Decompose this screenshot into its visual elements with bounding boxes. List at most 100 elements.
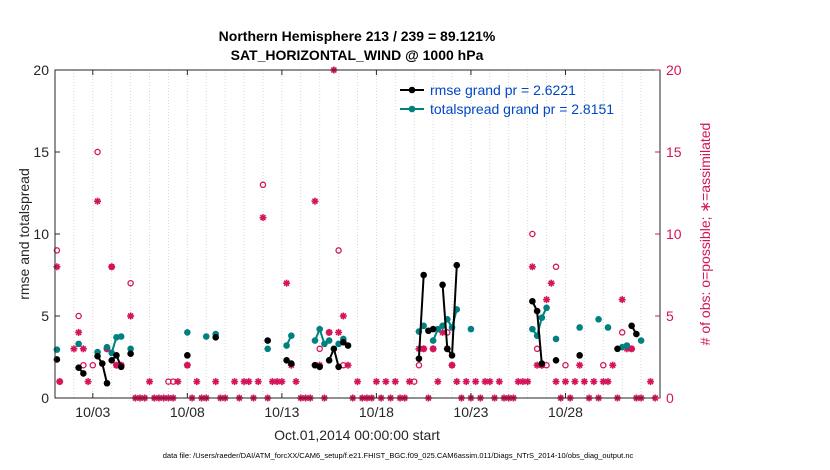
totalspread-point: [623, 342, 631, 349]
y-tick-label: 5: [41, 308, 49, 324]
totalspread-point: [439, 322, 446, 330]
asterisk-stroke: [628, 345, 635, 352]
asterisk-stroke: [524, 378, 531, 385]
asterisk-stroke: [269, 378, 276, 385]
rmse-line-segment: [441, 265, 458, 359]
asterisk-stroke: [231, 378, 238, 385]
asterisk-stroke: [354, 378, 361, 385]
obs-assimilated-marker: [618, 296, 626, 304]
obs-possible-marker: [562, 361, 569, 369]
asterisk-stroke: [590, 378, 597, 385]
obs-assimilated-marker: [335, 328, 343, 336]
rmse-point: [415, 355, 423, 362]
asterisk-stroke: [382, 378, 389, 385]
rmse-point: [103, 379, 111, 387]
totalspread-point: [288, 332, 295, 339]
totalspread-point: [637, 337, 645, 344]
rmse-point: [538, 360, 546, 367]
asterisk-stroke: [56, 378, 63, 385]
obs-assimilated-marker: [245, 378, 253, 386]
obs-assimilated-marker: [571, 378, 579, 386]
obs-assimilated-marker: [354, 378, 361, 386]
rmse-point: [316, 363, 323, 371]
obs-assimilated-marker: [528, 263, 536, 271]
y2-tick-label: 5: [666, 308, 674, 324]
obs-assimilated-marker: [127, 312, 135, 320]
y-tick-label: 15: [33, 144, 49, 160]
rmse-point: [552, 356, 560, 364]
obs-assimilated-marker: [344, 361, 352, 369]
x-axis-label: Oct.01,2014 00:00:00 start: [274, 427, 440, 443]
obs-possible-marker: [94, 148, 101, 156]
x-tick-label: 10/08: [170, 404, 205, 420]
legend-spread-label: totalspread grand pr = 2.8151: [430, 101, 614, 117]
obs-assimilated-marker: [590, 378, 598, 386]
obs-assimilated-marker: [647, 378, 655, 386]
x-tick-label: 10/23: [453, 404, 488, 420]
obs-assimilated-marker: [259, 214, 267, 222]
asterisk-stroke: [600, 378, 607, 385]
rmse-point: [448, 352, 456, 359]
asterisk-stroke: [278, 378, 285, 385]
data-file-footnote: data file: /Users/raeder/DAI/ATM_forcXX/…: [163, 451, 634, 460]
asterisk-stroke: [562, 378, 569, 385]
asterisk-stroke: [434, 378, 441, 385]
asterisk-stroke: [571, 378, 578, 385]
asterisk-stroke: [70, 345, 77, 352]
obs-assimilated-marker: [212, 378, 220, 386]
obs-assimilated-marker: [108, 263, 116, 271]
asterisk-stroke: [212, 378, 219, 385]
rmse-point: [633, 330, 640, 338]
obs-assimilated-marker: [453, 378, 461, 386]
rmse-point: [325, 356, 333, 364]
rmse-point: [264, 337, 271, 344]
asterisk-stroke: [472, 378, 479, 385]
totalspread-point: [576, 324, 583, 331]
rmse-point: [340, 338, 347, 346]
asterisk-stroke: [430, 345, 437, 352]
obs-assimilated-marker: [547, 279, 555, 287]
obs-possible-marker: [259, 181, 267, 189]
totalspread-point: [127, 345, 134, 353]
asterisk-stroke: [619, 296, 626, 303]
obs-assimilated-marker: [429, 345, 437, 353]
asterisk-stroke: [127, 312, 134, 320]
asterisk-stroke: [311, 198, 319, 205]
totalspread-point: [321, 340, 328, 348]
asterisk-stroke: [292, 378, 300, 385]
y-tick-label: 0: [41, 390, 49, 406]
obs-assimilated-marker: [56, 378, 64, 386]
obs-assimilated-marker: [75, 328, 83, 336]
totalspread-point: [202, 333, 210, 340]
obs-assimilated-marker: [486, 378, 494, 386]
rmse-point: [288, 360, 295, 367]
asterisk-stroke: [193, 378, 200, 385]
obs-assimilated-marker: [278, 378, 286, 386]
totalspread-point: [434, 325, 442, 333]
obs-assimilated-marker: [462, 378, 470, 386]
obs-assimilated-marker: [70, 345, 78, 353]
obs-assimilated-marker: [524, 378, 532, 386]
rmse-point: [75, 364, 82, 371]
asterisk-stroke: [529, 263, 536, 270]
series-layer: [53, 261, 645, 387]
asterisk-stroke: [439, 329, 446, 336]
rmse-point: [420, 271, 427, 279]
grid-layer: [73, 70, 642, 398]
asterisk-stroke: [548, 280, 555, 287]
totalspread-point: [604, 324, 612, 331]
chart-subtitle: SAT_HORIZONTAL_WIND @ 1000 hPa: [231, 47, 484, 63]
rmse-point: [94, 352, 101, 360]
obs-assimilated-marker: [448, 361, 456, 369]
obs-assimilated-marker: [292, 378, 300, 386]
asterisk-stroke: [486, 378, 493, 385]
obs-possible-marker: [127, 279, 134, 287]
asterisk-stroke: [609, 362, 616, 369]
plot-area: [55, 70, 660, 398]
asterisk-stroke: [344, 362, 352, 369]
rmse-point: [80, 370, 87, 377]
asterisk-stroke: [94, 198, 101, 205]
asterisk-stroke: [174, 378, 181, 385]
obs-assimilated-marker: [382, 378, 390, 386]
totalspread-point: [311, 337, 319, 344]
